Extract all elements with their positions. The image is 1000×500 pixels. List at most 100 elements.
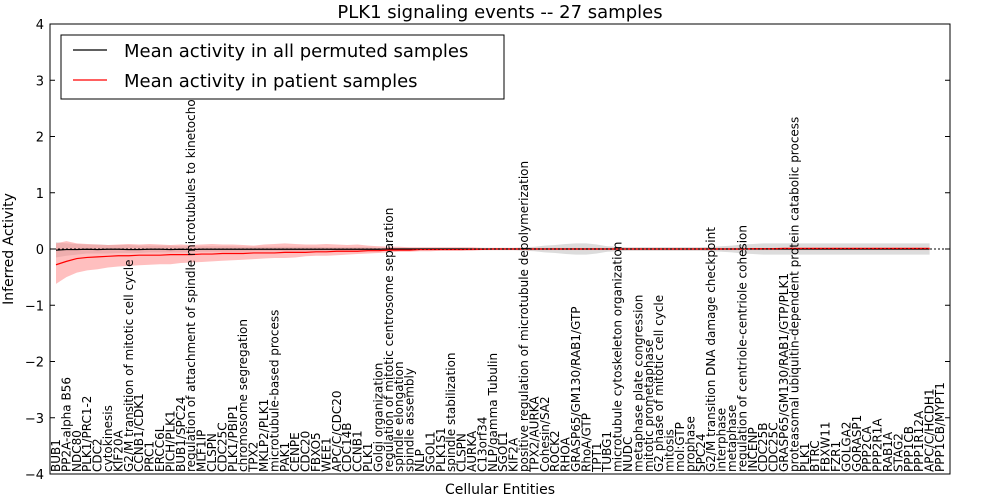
entity-label: STAG2 [891,433,905,472]
entity-label: RAB1A [881,431,895,472]
y-tick-label: −1 [25,299,44,314]
entity-label: MKLP2/PLK1 [257,399,271,472]
series-line-patient [55,247,930,266]
entity-label: interphase [715,408,729,472]
entity-label: NUDC [621,437,635,472]
confidence-bands [56,241,930,284]
chart-title: PLK1 signaling events -- 27 samples [337,2,662,23]
band-patient [56,241,930,284]
y-tick-label: 1 [36,187,44,202]
entity-label: mitosis [663,429,677,472]
entity-label: regulation of attachment of spindle micr… [184,87,198,472]
entity-label: SPC24 [694,433,708,472]
entity-label: mitotic prometaphase [642,340,656,473]
entity-label: proteasomal ubiquitin-dependent protein … [787,117,801,472]
entity-label: Golgi organization [371,363,385,472]
entity-label: CLSPN [205,433,219,472]
entity-label: PLK1/PRC1-2 [80,396,94,472]
entity-label: NLP [413,449,427,472]
legend-label-patient: Mean activity in patient samples [124,71,418,92]
entity-label: GRASP65/GM130/RAB1/GTP/PLK1 [777,273,791,472]
y-tick-label: 3 [36,74,44,89]
entity-label: CCNB1 [351,430,365,472]
entity-label: CCNB1/CDK1 [132,393,146,472]
entity-label: FBXO5 [309,432,323,472]
y-tick-label: −4 [25,468,44,483]
entity-label: WEE1 [319,437,333,472]
entity-label: FZR1 [829,441,843,472]
y-tick-label: 0 [36,243,44,258]
entity-label: spindle elongation [392,361,406,472]
entity-label: TPT1 [590,442,604,473]
legend-box [60,34,505,100]
y-tick-label: −3 [25,412,44,427]
y-tick-label: 2 [36,131,44,146]
entity-label: PLK1/PBIP1 [226,405,240,472]
entity-label: prophase [683,416,697,472]
entity-label: PRC1 [143,441,157,472]
entity-label: BUB1 [49,439,63,472]
entity-label: CDC25C [767,422,781,472]
entity-label: SGOL1 [423,431,437,472]
entity-label: microtubule-based process [267,310,281,472]
entity-label: PAK1 [278,442,292,472]
entity-label: ROCK2 [548,430,562,472]
entity-label: Cohesin/SA2 [538,396,552,472]
entity-label: PLK1 [361,443,375,472]
entity-label: RHOA [559,436,573,472]
entity-label: GRASP65/GM130/RAB1/GTP [569,306,583,472]
entity-label: chromosome segregation [236,319,250,472]
entity-label: PPP1CB/MYPT1 [933,382,947,472]
entity-label: PPP2CA [860,425,874,472]
entity-label: BTRC [808,440,822,472]
entity-label: CLSPN [455,433,469,472]
entity-label: APC/C/HCDH1 [923,388,937,472]
entity-label: PLK1 [798,443,812,472]
entity-label: CENPE [288,432,302,472]
entity-label: mol:GTP [673,422,687,472]
entity-label: SGOL1 [496,431,510,472]
entity-label: PPP2R1A [871,418,885,472]
entity-label: PP2A-alpha B56 [59,377,73,472]
entity-label: RhoA/GTP [579,413,593,472]
entity-label: CDC20 [299,431,313,472]
entity-label: TPX2/AURKA [527,396,541,473]
entity-label: GOLGA2 [839,421,853,472]
entity-label: GORASP1 [850,415,864,472]
entity-label: metaphase [725,405,739,472]
entity-label: NDC80 [70,430,84,472]
entity-label: INCENP [746,427,760,472]
y-axis-label: Inferred Activity [1,193,17,305]
entity-label: G2/M transition DNA damage checkpoint [704,227,718,472]
entity-label: TPX2 [247,442,261,473]
entity-label: PICH/PLK1 [163,410,177,472]
entity-label: KIF20A [111,429,125,472]
y-tick-label: 4 [36,18,44,33]
y-tick-label: −2 [25,356,44,371]
entity-label: CDC2 [91,438,105,472]
entity-label: C13orf34 [475,417,489,472]
legend: Mean activity in all permuted samples Me… [60,34,505,100]
entity-label: PPP1CB [902,426,916,472]
entity-label: NLP/gamma Tubulin [486,353,500,472]
entity-label: CDC14B [340,423,354,473]
entity-label: CDC25C [215,422,229,472]
entity-label: FBXW11 [819,422,833,473]
entity-label: PLK1S1 [434,427,448,472]
y-axis-ticks: 4 3 2 1 0 −1 −2 −3 −4 [25,18,950,483]
entity-label: positive regulation of microtubule depol… [517,161,531,472]
entity-label: KIF2A [507,437,521,472]
entity-label: spindle assembly [403,368,417,472]
entity-label: CDC25B [756,423,770,473]
entity-label: TUBG1 [600,431,614,473]
entity-label: G2/M transition of mitotic cell cycle [122,259,136,472]
entity-label: MLF1IP [195,430,209,472]
plot-area-frame [49,23,951,475]
entity-label: spindle stabilization [444,352,458,472]
entity-label: BUB1/SPC24 [174,397,188,472]
x-axis-label: Cellular Entities [445,482,555,498]
entity-label: microtubule cytoskeleton organization [611,242,625,472]
entity-label: metaphase plate congression [631,295,645,472]
